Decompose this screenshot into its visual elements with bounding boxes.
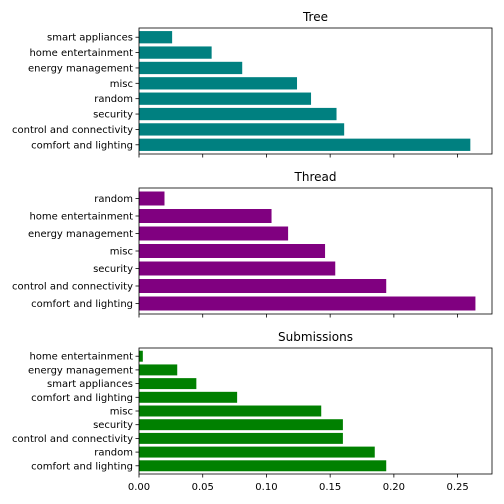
thread-title: Thread <box>294 170 337 184</box>
tree-bar <box>139 46 212 59</box>
submissions-xtick-label: 0.00 <box>128 482 150 493</box>
submissions-ytick-label: home entertainment <box>29 352 133 363</box>
tree-ytick-label: random <box>94 94 133 105</box>
submissions-xtick-label: 0.05 <box>192 482 214 493</box>
thread-ytick-label: security <box>93 264 133 275</box>
thread-ytick-label: energy management <box>28 229 133 240</box>
submissions-ytick-label: control and connectivity <box>12 434 133 445</box>
tree-panel: Tree comfort and lighting control and con… <box>12 10 493 158</box>
tree-bar <box>139 107 337 121</box>
submissions-xtick-label: 0.20 <box>383 482 405 493</box>
submissions-panel: Submissions comfort and lighting random co… <box>12 330 493 493</box>
submissions-ytick-label: misc <box>110 407 133 418</box>
submissions-ytick-label: energy management <box>28 365 133 376</box>
tree-ytick-label: security <box>93 110 133 121</box>
thread-panel: Thread comfort and lighting control and c… <box>12 170 493 318</box>
tree-bar <box>139 77 298 90</box>
submissions-bar <box>139 446 375 458</box>
submissions-ytick-label: smart appliances <box>47 379 133 390</box>
thread-ytick-label: home entertainment <box>29 212 133 223</box>
submissions-ytick-label: comfort and lighting <box>31 393 133 404</box>
submissions-xtick-label: 0.10 <box>255 482 277 493</box>
thread-bar <box>139 191 165 206</box>
thread-bar <box>139 296 476 311</box>
thread-bar <box>139 209 272 223</box>
thread-ytick-label: control and connectivity <box>12 282 133 293</box>
submissions-bar <box>139 405 322 417</box>
thread-bar <box>139 261 336 276</box>
tree-bar <box>139 123 345 136</box>
submissions-ytick-label: comfort and lighting <box>31 461 133 472</box>
tree-bar <box>139 31 173 44</box>
submissions-axes-frame <box>138 347 493 475</box>
tree-axes-frame <box>138 27 493 155</box>
submissions-ytick-label: security <box>93 420 133 431</box>
tree-bar <box>139 138 471 151</box>
submissions-bar <box>139 364 178 376</box>
tree-ytick-label: misc <box>110 79 133 90</box>
tree-bar <box>139 92 312 105</box>
tree-ytick-label: comfort and lighting <box>31 140 133 151</box>
thread-bar <box>139 279 387 293</box>
submissions-title: Submissions <box>278 330 353 344</box>
submissions-ytick-label: random <box>94 448 133 459</box>
submissions-bar <box>139 460 387 472</box>
tree-bar <box>139 61 243 75</box>
thread-ytick-label: misc <box>110 247 133 258</box>
thread-ytick-label: random <box>94 194 133 205</box>
tree-title: Tree <box>302 10 328 24</box>
thread-ytick-label: comfort and lighting <box>31 299 133 310</box>
tree-ytick-label: smart appliances <box>47 33 133 44</box>
thread-bar <box>139 244 326 258</box>
submissions-bar <box>139 350 143 362</box>
submissions-bar <box>139 432 343 444</box>
submissions-bar <box>139 391 238 403</box>
submissions-xtick-label: 0.25 <box>446 482 468 493</box>
thread-axes-frame <box>138 187 493 315</box>
tree-ytick-label: control and connectivity <box>12 125 133 136</box>
tree-ytick-label: home entertainment <box>29 48 133 59</box>
tree-ytick-label: energy management <box>28 63 133 74</box>
submissions-xtick-label: 0.15 <box>319 482 341 493</box>
thread-bar <box>139 226 289 241</box>
submissions-bar <box>139 378 197 390</box>
submissions-bar <box>139 419 343 431</box>
